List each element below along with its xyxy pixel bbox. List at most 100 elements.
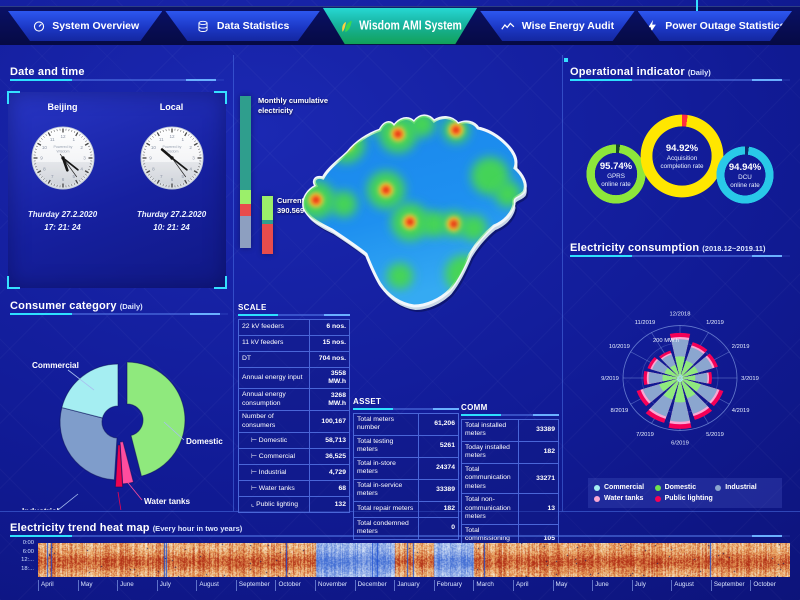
clock-face: 1 2 3 4 5 6 7 8 9 10 11 12 Powered by Wisdom [11, 118, 115, 201]
row-value: 33389 [418, 479, 458, 501]
scale-panel: SCALE 22 kV feeders 6 nos. 11 kV feeders 15… [238, 303, 350, 514]
row-label: 22 kV feeders [242, 323, 284, 331]
month-label: September [710, 580, 751, 591]
gauge-label-2: online rate [730, 181, 760, 189]
table-row: ⊢ Industrial 4,729 [239, 465, 349, 482]
consumer-category-panel: Consumer category (Daily) Domestic Water t… [6, 292, 232, 510]
hotspot-core [393, 129, 403, 139]
consumption-rose-chart: 12/2018 1/2019 2/2019 3/2019 4/2019 5/2019 6/2… [601, 312, 759, 447]
rose-month-label: 12/2018 [670, 312, 691, 318]
svg-text:12: 12 [169, 134, 175, 139]
month-label: July [156, 580, 197, 591]
rose-petal-commercial [677, 377, 680, 379]
hotspot-core [341, 139, 351, 149]
pie-label-domestic: Domestic [186, 437, 223, 446]
hour-label: 0:00 [22, 540, 34, 546]
clock-city-label: Beijing [47, 102, 78, 112]
hotspot-halo [421, 211, 447, 237]
clock-box: Beijing 1 2 3 4 5 6 7 8 9 10 11 12 Powered by Wisdom Th… [7, 91, 227, 289]
row-label: Total in-service meters [357, 481, 403, 498]
panel-title: Electricity consumption [570, 242, 700, 254]
rose-petal-domestic [680, 375, 696, 381]
clock-time: 17: 21: 24 [44, 223, 81, 232]
svg-text:6: 6 [170, 177, 173, 182]
month-label: November [315, 580, 355, 591]
panel-subtitle: (Every hour in two years) [152, 524, 243, 533]
month-label: July [631, 580, 672, 591]
table-title: ASSET [353, 397, 382, 406]
hotspot-mid [338, 136, 354, 152]
pie-slice-domestic [126, 361, 186, 477]
svg-text:1: 1 [72, 137, 75, 142]
hotspot-core [405, 217, 415, 227]
row-label: ⊢ Water tanks [251, 484, 295, 492]
svg-text:11: 11 [158, 137, 163, 142]
rose-petal-domestic [662, 374, 680, 382]
hotspot-core [449, 219, 459, 229]
rose-petal-domestic [680, 378, 701, 392]
rose-month-label: 2/2019 [732, 344, 750, 350]
month-label: December [354, 580, 395, 591]
legend-item-public-lighting: Public lighting [654, 493, 716, 504]
gauge-label-1: GPRS [607, 172, 625, 180]
rose-petal-commercial [677, 376, 680, 378]
nav-tab-label: Data Statistics [216, 20, 290, 32]
gauge-label-1: DCU [738, 173, 752, 181]
legend-dot [594, 495, 600, 502]
svg-text:2: 2 [80, 145, 83, 150]
month-label: September [235, 580, 276, 591]
gauge-value: 95.74% [599, 160, 633, 172]
row-value: 5261 [418, 435, 458, 457]
row-label: ⊢ Domestic [251, 436, 288, 444]
row-value: 105 [518, 524, 558, 555]
nav-tab-wisdom-ami-system[interactable]: Wisdom AMI System [323, 8, 477, 45]
nav-tab-system-overview[interactable]: System Overview [8, 11, 162, 41]
nav-tab-wise-energy-audit[interactable]: Wise Energy Audit [480, 11, 634, 41]
month-label: October [750, 580, 790, 591]
gauge-text: 94.94% DCU online rate [716, 146, 774, 204]
row-value: 3558 MW.h [309, 368, 349, 389]
rose-month-label: 10/2019 [609, 344, 630, 350]
panel-subtitle: (2018.12~2019.11) [702, 244, 766, 253]
clocks-row: Beijing 1 2 3 4 5 6 7 8 9 10 11 12 Powered by Wisdom Th… [8, 92, 226, 232]
gauge-label-1: Acquisition [666, 154, 698, 162]
bar-segment [262, 220, 273, 224]
panel-title: Operational indicator [570, 66, 685, 78]
pie-label-water-tanks: Water tanks [144, 497, 191, 506]
nav-tab-label: Power Outage Statistics [665, 20, 786, 32]
pie-label-commercial: Commercial [32, 361, 79, 370]
svg-text:Powered by: Powered by [162, 145, 181, 149]
row-value: 6 nos. [309, 320, 349, 335]
table-row: Total communication meters 33271 [462, 463, 558, 495]
svg-text:10: 10 [41, 145, 47, 150]
nav-tab-data-statistics[interactable]: Data Statistics [165, 11, 319, 41]
row-label: Total communication meters [465, 465, 511, 490]
pie-slice-water-tanks [119, 440, 135, 485]
gauge-gprs: 95.74% GPRS online rate [586, 144, 646, 204]
svg-text:3: 3 [83, 156, 86, 161]
row-value: 15 nos. [309, 336, 349, 351]
pie-leader-line [123, 477, 143, 501]
nav-tab-power-outage-statistics[interactable]: Power Outage Statistics [638, 11, 792, 41]
table-row: Total meters number 61,206 [354, 414, 458, 436]
rose-month-label: 6/2019 [671, 440, 689, 446]
svg-text:9: 9 [40, 156, 43, 161]
month-label: June [592, 580, 632, 591]
operational-indicator-panel: Operational indicator (Daily) 95.74% GPRS o… [564, 58, 794, 232]
bar-segment [262, 223, 273, 254]
pie-leader-line [117, 491, 122, 510]
bar-segment [262, 196, 273, 221]
table-row: ⊢ Domestic 58,713 [239, 433, 349, 450]
rose-petal-domestic [669, 364, 680, 378]
rose-month-label: 5/2019 [706, 432, 724, 438]
bar-segment [240, 96, 251, 191]
pie-slice-industrial [59, 406, 118, 481]
rose-petal-domestic [659, 378, 680, 392]
row-label: DT [242, 355, 252, 363]
rose-petal-commercial [680, 376, 684, 378]
legend-item-industrial: Industrial [715, 482, 776, 493]
table-row: Number of consumers 100,167 [239, 411, 349, 434]
month-label: October [275, 580, 315, 591]
legend-label: Commercial [604, 484, 645, 491]
legend-label: Domestic [664, 484, 697, 491]
